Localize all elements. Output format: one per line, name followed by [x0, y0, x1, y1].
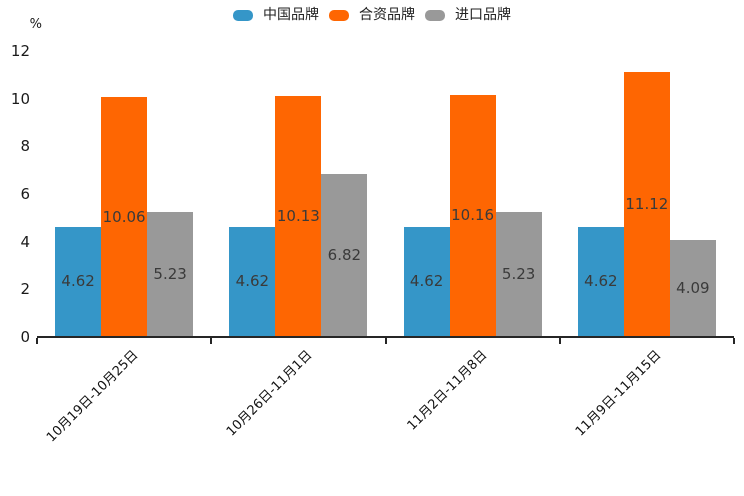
y-tick-label: 8: [20, 137, 30, 156]
bar-value-label: 4.62: [409, 272, 444, 291]
y-tick-label: 4: [20, 232, 30, 251]
bar-group4-series1[interactable]: 4.62: [577, 226, 624, 337]
y-axis-unit-label: %: [29, 17, 42, 32]
bar-value-label: 5.23: [501, 265, 536, 284]
legend-label: 进口品牌: [455, 7, 511, 23]
y-tick-label: 10: [10, 89, 30, 108]
bar-value-label: 4.62: [584, 272, 618, 291]
legend-label: 中国品牌: [263, 7, 319, 23]
x-category-label: 11月9日-11月15日: [572, 347, 665, 440]
y-tick-label: 0: [20, 328, 30, 346]
legend-marker-icon: [425, 9, 445, 21]
bar-group1-series1[interactable]: 4.62: [55, 226, 102, 337]
x-category-label: 10月26日-11月1日: [224, 347, 316, 440]
bar-value-label: 10.16: [451, 206, 495, 225]
bar-group3-series2[interactable]: 10.16: [449, 94, 496, 337]
x-category-label: 10月19日-10月25日: [44, 347, 142, 446]
y-tick-label: 12: [10, 42, 30, 60]
x-tick-mark: [558, 338, 561, 344]
x-tick-mark: [36, 338, 38, 344]
legend: 中国品牌 合资品牌 进口品牌: [0, 8, 744, 22]
x-tick-mark: [733, 338, 735, 344]
x-tick-mark: [210, 338, 213, 344]
bar-value-label: 4.62: [235, 272, 270, 291]
bar-group3-series1[interactable]: 4.62: [403, 226, 450, 337]
y-tick-label: 6: [20, 185, 30, 203]
bar-group4-series2[interactable]: 11.12: [623, 71, 670, 337]
legend-item-2[interactable]: 合资品牌: [329, 8, 415, 22]
legend-marker-icon: [329, 9, 349, 21]
legend-item-1[interactable]: 中国品牌: [233, 8, 319, 22]
legend-marker-icon: [233, 9, 253, 21]
bar-value-label: 11.12: [625, 194, 669, 213]
bar-group1-series3[interactable]: 5.23: [147, 212, 194, 337]
bar-value-label: 4.09: [676, 278, 710, 297]
y-tick-label: 2: [20, 280, 30, 299]
bar-group1-series2[interactable]: 10.06: [101, 97, 148, 337]
bar-value-label: 6.82: [327, 246, 362, 265]
bar-value-label: 4.62: [61, 272, 95, 291]
bar-value-label: 5.23: [153, 265, 187, 284]
bar-value-label: 10.13: [276, 206, 320, 225]
x-tick-mark: [384, 338, 387, 344]
legend-label: 合资品牌: [359, 7, 415, 23]
x-axis-line: [37, 336, 734, 338]
bar-group2-series3[interactable]: 6.82: [321, 174, 368, 337]
x-category-label: 11月2日-11月8日: [404, 347, 491, 434]
bar-group2-series2[interactable]: 10.13: [275, 95, 322, 337]
bar-group4-series3[interactable]: 4.09: [669, 239, 716, 337]
legend-item-3[interactable]: 进口品牌: [425, 8, 511, 22]
bar-group3-series3[interactable]: 5.23: [495, 212, 542, 337]
bar-value-label: 10.06: [102, 207, 146, 226]
bar-group2-series1[interactable]: 4.62: [229, 226, 276, 337]
